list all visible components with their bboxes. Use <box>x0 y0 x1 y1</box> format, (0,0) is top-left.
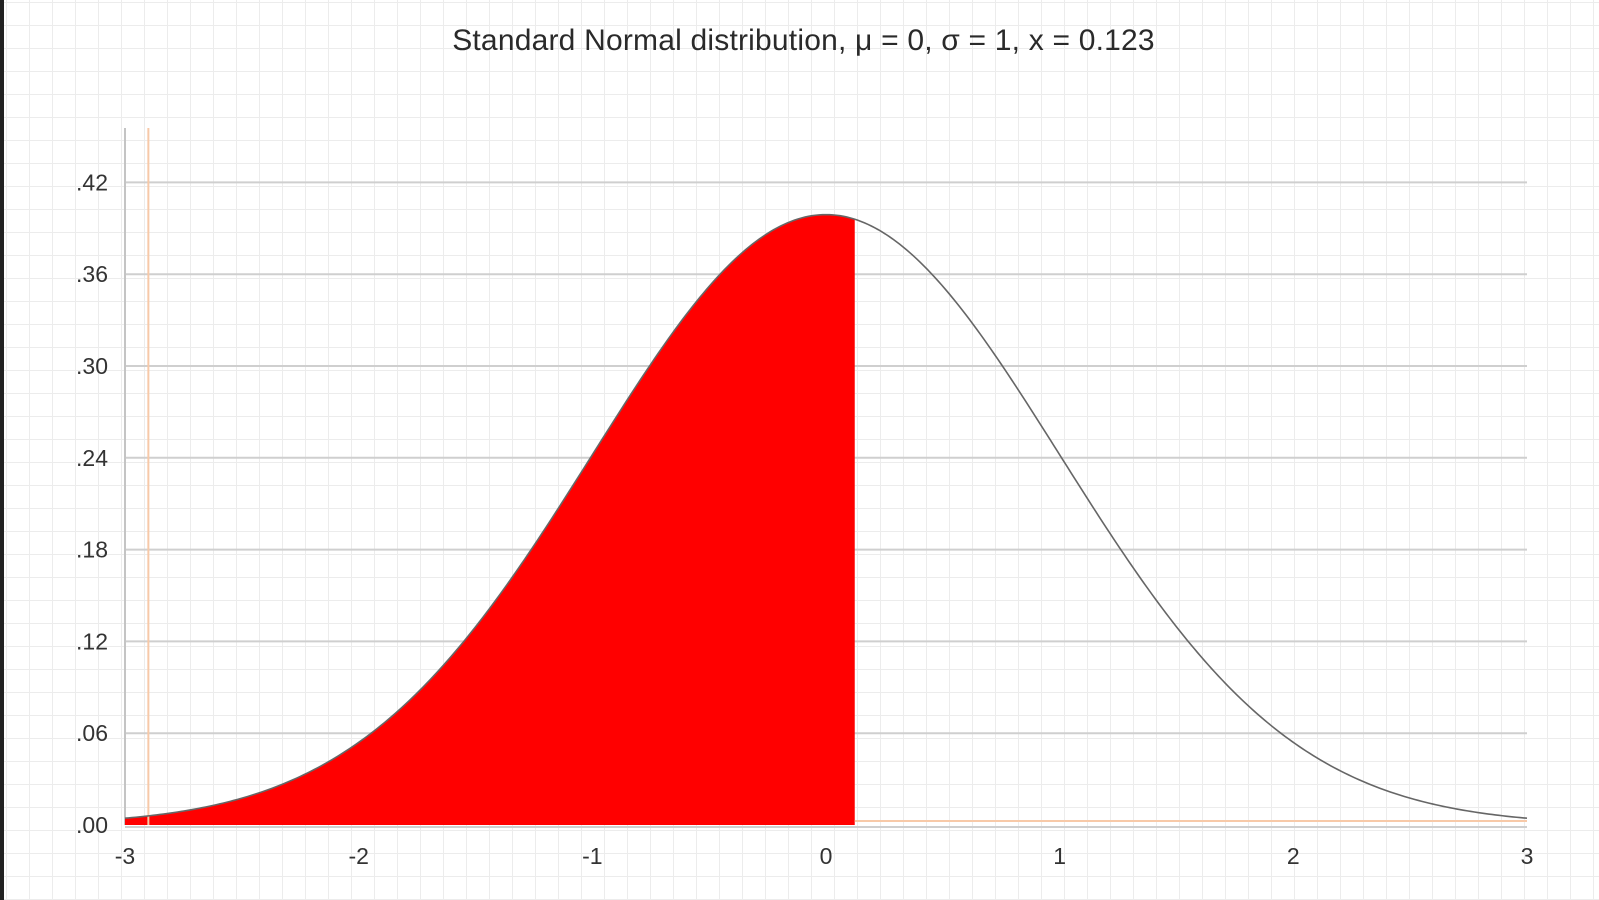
y-tick-label: .00 <box>76 812 108 838</box>
x-tick-label: -3 <box>115 843 135 869</box>
y-tick-label: .18 <box>76 537 108 563</box>
x-tick-label: 3 <box>1521 843 1534 869</box>
y-tick-label: .36 <box>76 261 108 287</box>
y-tick-label: .24 <box>76 445 108 471</box>
y-tick-label: .12 <box>76 628 108 654</box>
chart-title: Standard Normal distribution, μ = 0, σ =… <box>452 24 1155 57</box>
x-tick-label: 2 <box>1287 843 1300 869</box>
density-curve <box>124 213 1528 820</box>
y-tick-label: .06 <box>76 720 108 746</box>
x-tick-label: 1 <box>1053 843 1066 869</box>
x-tick-label: -1 <box>582 843 602 869</box>
x-tick-label: -2 <box>348 843 368 869</box>
y-tick-label: .42 <box>76 169 108 195</box>
y-tick-label: .30 <box>76 353 108 379</box>
x-tick-label: 0 <box>820 843 833 869</box>
shaded-area <box>125 214 855 825</box>
chart-plot-area: .00 .06 .12 .18 .24 .30 .36 .42 -3 -2 -1 0 1 2 3 <box>76 128 1534 869</box>
